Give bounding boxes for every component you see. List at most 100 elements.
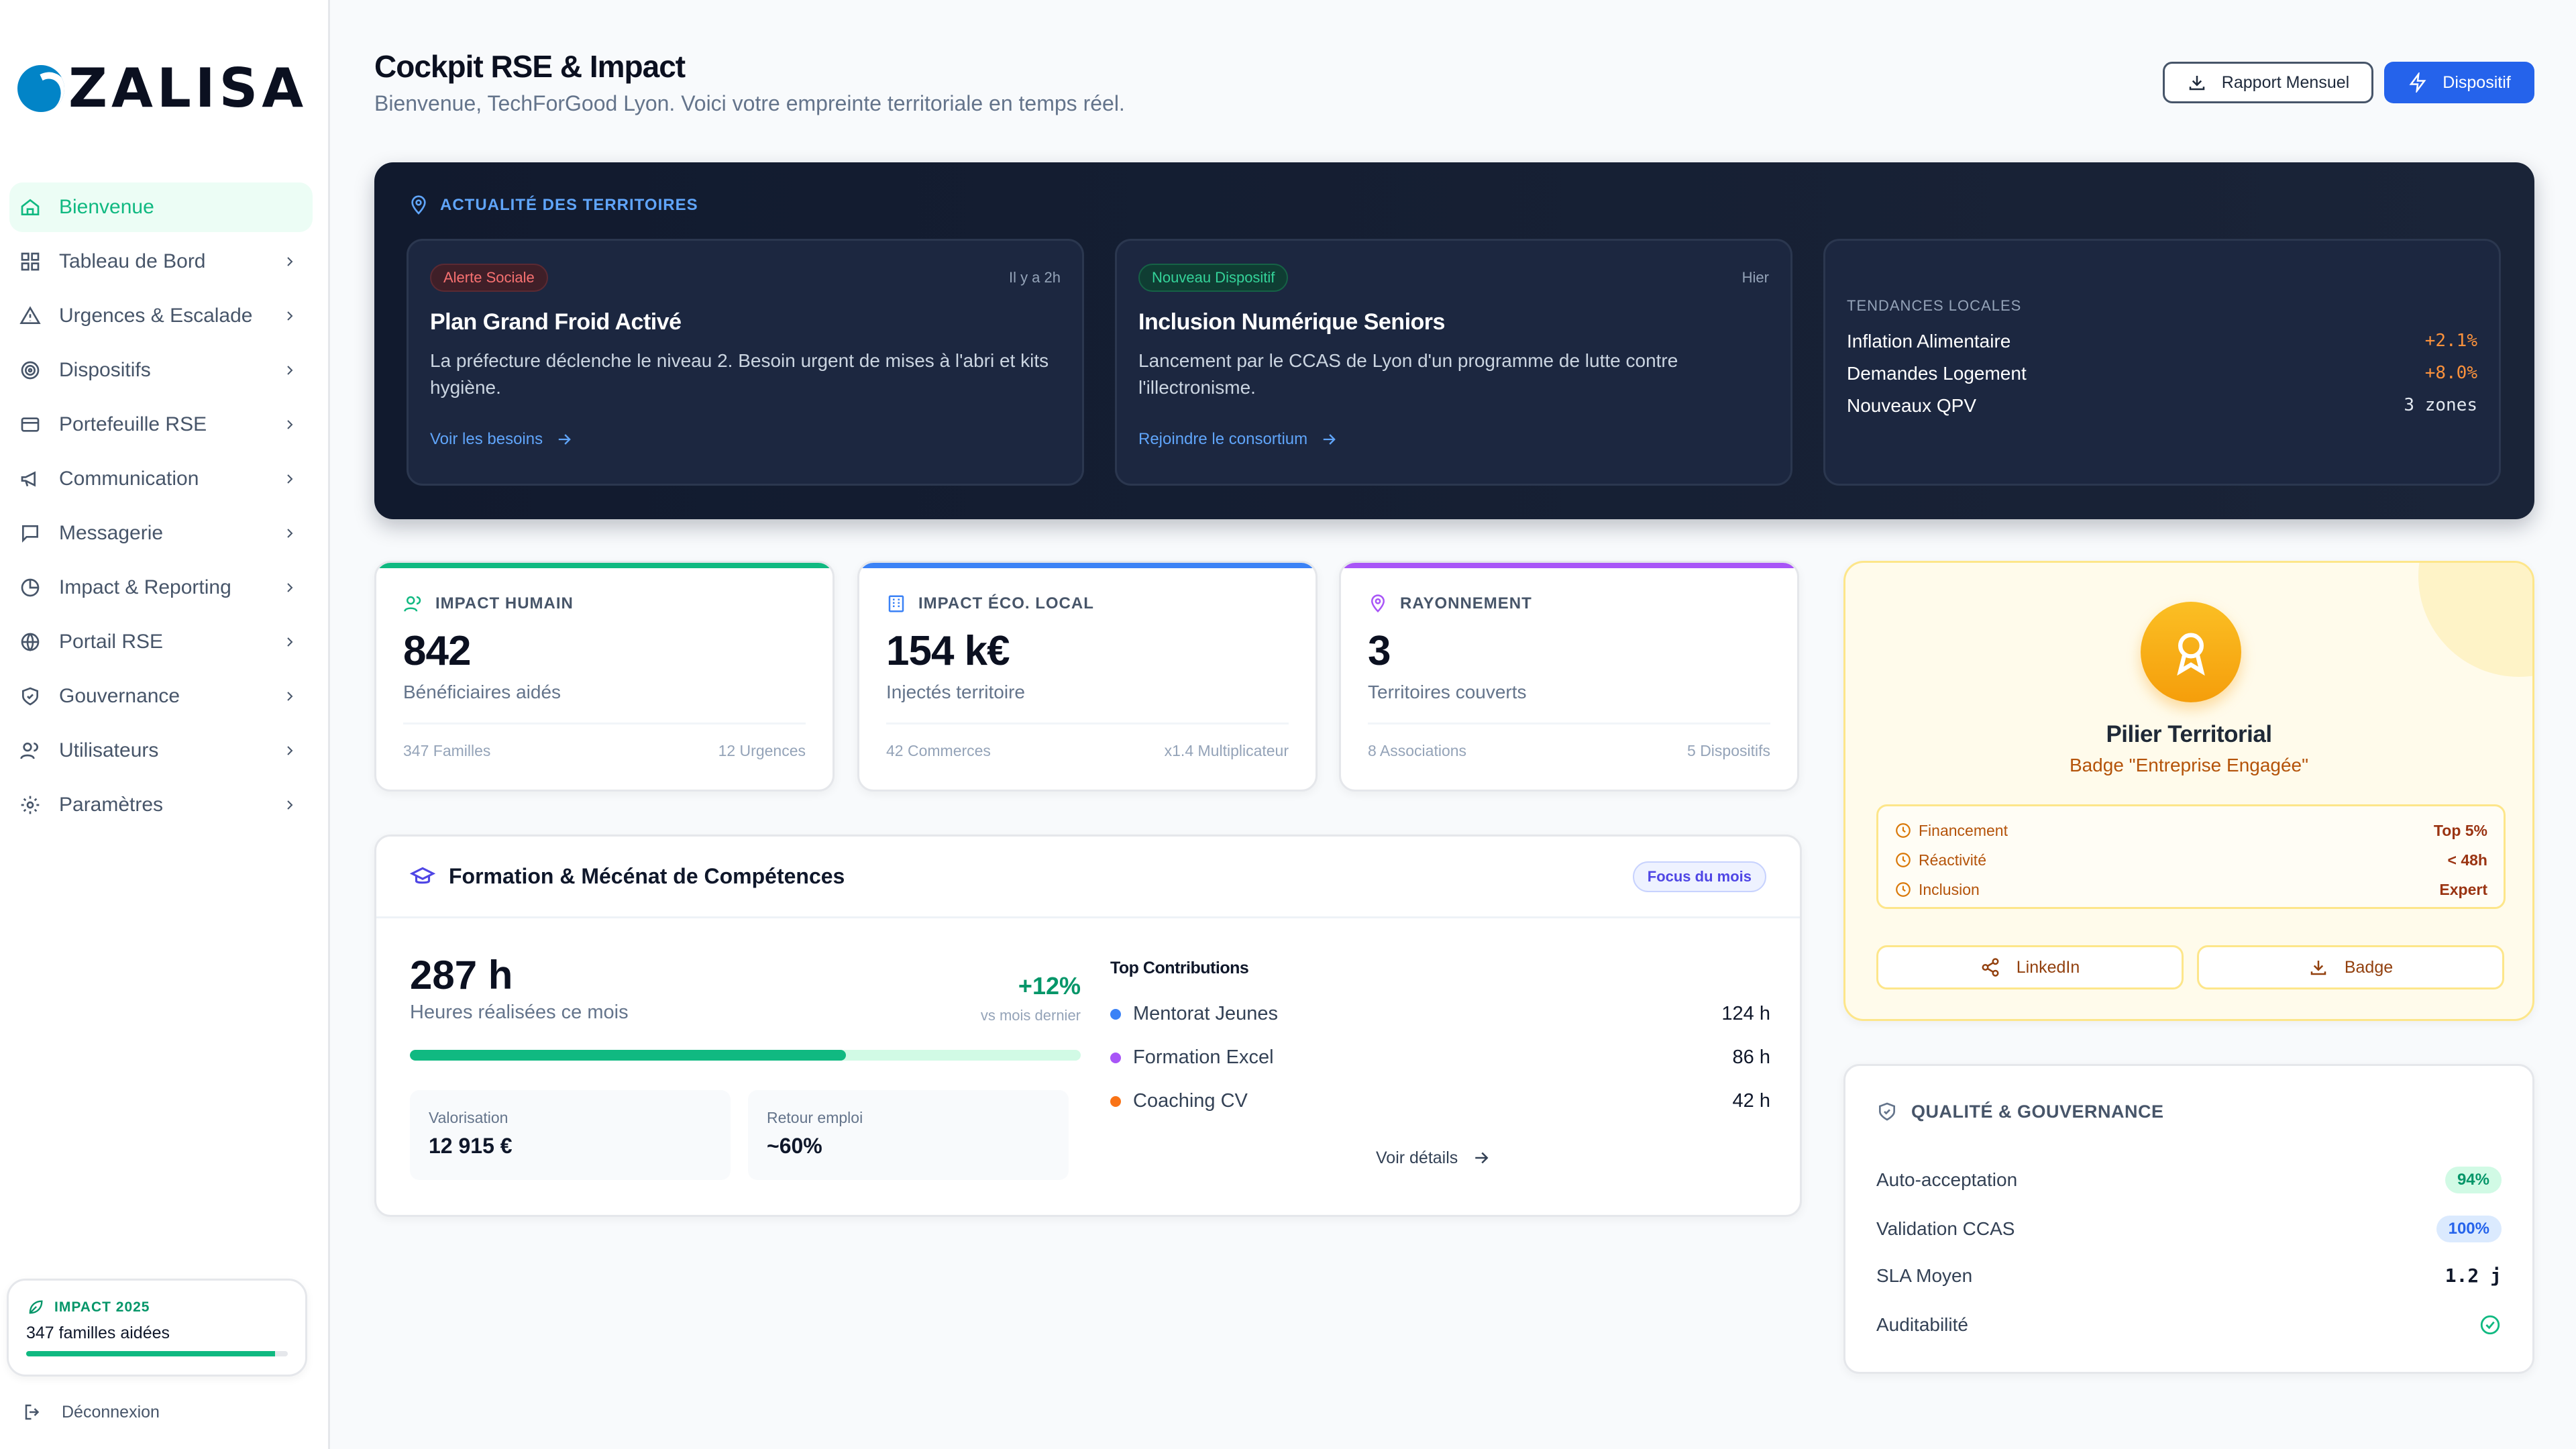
trend-label: Nouveaux QPV — [1847, 395, 1976, 416]
trend-label: Demandes Logement — [1847, 363, 2027, 384]
kpi-value: 842 — [403, 628, 471, 674]
building-icon — [888, 595, 904, 612]
sidebar-item-label: Portefeuille RSE — [59, 413, 207, 435]
sidebar-nav: Bienvenue Tableau de Bord Urgences & Esc… — [9, 182, 313, 835]
badge-label: Badge — [2344, 957, 2394, 977]
news-description: La préfecture déclenche le niveau 2. Bes… — [430, 350, 1049, 398]
monthly-report-label: Rapport Mensuel — [2221, 72, 2350, 92]
graduation-cap-icon — [410, 867, 435, 883]
logo-mark-icon — [17, 65, 64, 112]
criteria-value: Top 5% — [2433, 821, 2487, 839]
impact-summary-card: IMPACT 2025 347 familles aidées — [7, 1279, 307, 1377]
sidebar-item-impact-reporting[interactable]: Impact & Reporting — [9, 563, 313, 612]
message-icon — [19, 522, 42, 545]
formation-title: Formation & Mécénat de Compétences — [449, 864, 845, 888]
logout-button[interactable]: Déconnexion — [23, 1402, 160, 1422]
news-description: Lancement par le CCAS de Lyon d'un progr… — [1138, 350, 1678, 398]
series-dot — [1110, 1008, 1121, 1020]
formation-growth-sub: vs mois dernier — [980, 1007, 1081, 1024]
kpi-title: IMPACT HUMAIN — [435, 594, 574, 612]
sidebar-item-messagerie[interactable]: Messagerie — [9, 508, 313, 558]
sidebar-item-dispositifs[interactable]: Dispositifs — [9, 345, 313, 395]
valorisation-label: Valorisation — [429, 1109, 508, 1126]
view-details-link[interactable]: Voir détails — [1376, 1148, 1491, 1168]
news-card[interactable]: Alerte Sociale Il y a 2h Plan Grand Froi… — [407, 239, 1084, 486]
valorisation-box: Valorisation 12 915 € — [410, 1090, 731, 1180]
sidebar-item-tableau-de-bord[interactable]: Tableau de Bord — [9, 237, 313, 286]
brand-logo[interactable]: ZALISA — [17, 62, 307, 115]
retour-emploi-box: Retour emploi ~60% — [748, 1090, 1069, 1180]
news-card[interactable]: Nouveau Dispositif Hier Inclusion Numéri… — [1115, 239, 1792, 486]
map-pin-icon — [1371, 594, 1385, 613]
share-linkedin-button[interactable]: LinkedIn — [1876, 945, 2184, 989]
sidebar-item-label: Bienvenue — [59, 196, 154, 218]
pilier-territorial-card: Pilier Territorial Badge "Entreprise Eng… — [1843, 561, 2534, 1021]
kpi-label: Injectés territoire — [886, 682, 1025, 702]
see-needs-link[interactable]: Voir les besoins — [430, 430, 574, 449]
news-link-label: Voir les besoins — [430, 430, 543, 448]
formation-hours-label: Heures réalisées ce mois — [410, 1002, 629, 1023]
sidebar-item-parametres[interactable]: Paramètres — [9, 780, 313, 830]
logout-icon — [25, 1404, 40, 1420]
chevron-right-icon — [287, 637, 293, 647]
contribution-value: 42 h — [1732, 1090, 1770, 1112]
download-badge-button[interactable]: Badge — [2197, 945, 2504, 989]
chevron-right-icon — [287, 420, 293, 429]
sidebar-item-utilisateurs[interactable]: Utilisateurs — [9, 726, 313, 775]
sidebar-item-portefeuille[interactable]: Portefeuille RSE — [9, 400, 313, 449]
trend-label: Inflation Alimentaire — [1847, 331, 2011, 352]
map-pin-icon — [411, 195, 426, 215]
sidebar-item-label: Paramètres — [59, 794, 164, 816]
kpi-value: 154 k€ — [886, 628, 1010, 674]
kpi-foot-right: 5 Dispositifs — [1687, 742, 1770, 759]
kpi-card-rayonnement[interactable]: RAYONNEMENT 3 Territoires couverts 8 Ass… — [1339, 561, 1799, 792]
chevron-right-icon — [287, 692, 293, 701]
dispositif-button[interactable]: Dispositif — [2384, 62, 2534, 103]
sidebar-item-bienvenue[interactable]: Bienvenue — [9, 182, 313, 232]
sidebar-item-communication[interactable]: Communication — [9, 454, 313, 504]
criteria-label: Inclusion — [1919, 880, 1980, 898]
trend-value: +2.1% — [2424, 331, 2477, 351]
criteria-row: Inclusion Expert — [1894, 875, 2487, 904]
chevron-right-icon — [287, 257, 293, 266]
quality-value: 100% — [2436, 1216, 2502, 1242]
series-dot — [1110, 1095, 1121, 1107]
formation-growth: +12% — [1018, 972, 1081, 1000]
users-icon — [19, 739, 42, 762]
trend-row: Nouveaux QPV 3 zones — [1847, 395, 2477, 417]
quality-row: Auditabilité — [1876, 1313, 2502, 1336]
download-icon — [2189, 76, 2205, 91]
sidebar-item-urgences[interactable]: Urgences & Escalade — [9, 291, 313, 341]
clock-icon — [1896, 823, 1911, 838]
sidebar-item-gouvernance[interactable]: Gouvernance — [9, 672, 313, 721]
impact-progress-bar — [26, 1351, 288, 1356]
sidebar-item-portail-rse[interactable]: Portail RSE — [9, 617, 313, 667]
criteria-label: Réactivité — [1919, 851, 1986, 869]
pilier-title: Pilier Territorial — [2106, 721, 2272, 747]
arrow-right-icon — [1323, 434, 1336, 445]
news-heading: ACTUALITÉ DES TERRITOIRES — [408, 195, 698, 216]
contribution-value: 124 h — [1721, 1003, 1770, 1024]
quality-value: 94% — [2445, 1167, 2502, 1193]
arrow-right-icon — [1475, 1152, 1489, 1164]
sidebar: ZALISA Bienvenue Tableau de Bord Urgence… — [0, 0, 330, 1449]
monthly-report-button[interactable]: Rapport Mensuel — [2163, 62, 2373, 103]
join-consortium-link[interactable]: Rejoindre le consortium — [1138, 430, 1338, 449]
kpi-card-impact-eco[interactable]: IMPACT ÉCO. LOCAL 154 k€ Injectés territ… — [857, 561, 1318, 792]
alert-badge: Alerte Sociale — [430, 264, 548, 292]
kpi-card-impact-humain[interactable]: IMPACT HUMAIN 842 Bénéficiaires aidés 34… — [374, 561, 835, 792]
dashboard-icon — [19, 250, 42, 273]
quality-row: SLA Moyen 1.2 j — [1876, 1265, 2502, 1287]
quality-label: SLA Moyen — [1876, 1265, 1973, 1286]
wallet-icon — [19, 413, 42, 436]
chevron-right-icon — [287, 474, 293, 484]
sidebar-item-label: Dispositifs — [59, 359, 151, 381]
formation-progress-bar — [410, 1050, 1081, 1061]
brand-name: ZALISA — [68, 57, 308, 119]
leaf-icon — [29, 1300, 43, 1314]
globe-icon — [19, 631, 42, 653]
megaphone-icon — [19, 468, 42, 490]
pilier-subtitle: Badge "Entreprise Engagée" — [2069, 755, 2309, 775]
news-time: Il y a 2h — [1008, 269, 1061, 286]
focus-badge: Focus du mois — [1632, 861, 1766, 892]
